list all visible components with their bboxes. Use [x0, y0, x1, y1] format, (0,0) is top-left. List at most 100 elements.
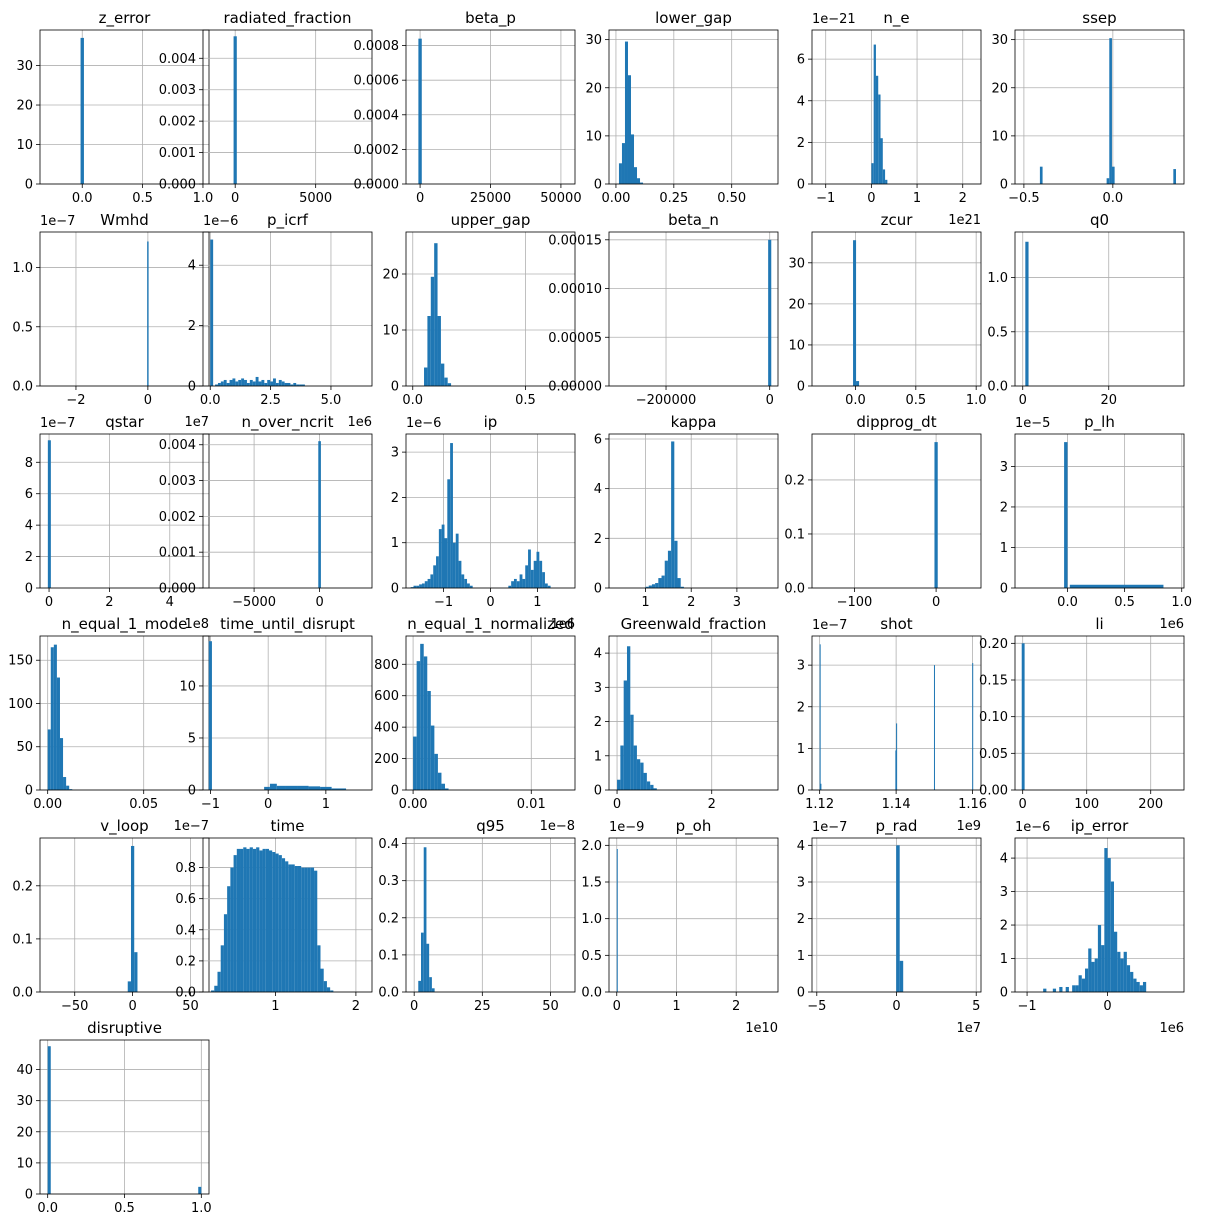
- subplot-zcur: 0.0 0.5 1.0 0 10 20 30 zcur: [788, 211, 986, 408]
- y-tick-label: 1.5: [581, 876, 602, 891]
- histogram-bar: [873, 44, 876, 184]
- y-tick-label: 0.05: [979, 747, 1008, 762]
- subplot-title: beta_n: [668, 211, 719, 230]
- y-tick-label: 0.000: [159, 582, 196, 597]
- y-tick-label: 2: [797, 912, 805, 927]
- x-tick-label: 0: [264, 797, 272, 812]
- histogram-bar: [677, 578, 681, 588]
- histogram-bar: [1091, 961, 1095, 992]
- histogram-bar: [634, 167, 638, 184]
- histogram-bar: [233, 36, 237, 185]
- y-tick-label: 0.0008: [354, 39, 400, 54]
- x-tick-label: −0.5: [1008, 191, 1040, 206]
- histogram-bar: [127, 981, 131, 992]
- x-tick-label: 2.5: [260, 393, 281, 408]
- histogram-bar: [236, 848, 241, 992]
- y-tick-label: 4: [1000, 852, 1008, 867]
- y-tick-label: 0.4: [175, 923, 196, 938]
- histogram-bar: [252, 848, 257, 992]
- histogram-bar: [238, 379, 242, 386]
- axes-frame: [39, 231, 210, 387]
- histogram-bar: [297, 866, 302, 992]
- y-tick-label: 100: [8, 697, 33, 712]
- histogram-bar: [437, 772, 442, 790]
- y-tick-label: 0.0002: [354, 143, 400, 158]
- histogram-bar: [667, 550, 672, 588]
- histogram-bar: [1025, 241, 1029, 386]
- x-tick-label: 0.5: [132, 191, 153, 206]
- histogram-bar: [296, 384, 300, 386]
- y-tick-label: 0: [188, 784, 196, 799]
- subplot-dipprog_dt: −100 0 0.0 0.1 0.2 dipprog_dt: [784, 413, 982, 610]
- subplot-title: n_over_ncrit: [242, 413, 334, 432]
- histogram-bar: [214, 985, 218, 992]
- axes-frame: [405, 231, 576, 387]
- y-tick-label: 5: [188, 731, 196, 746]
- histogram-bar: [304, 867, 308, 992]
- x-offset-label: 1e6: [1159, 617, 1184, 632]
- x-tick-label: 1.0: [966, 393, 987, 408]
- histogram-bar: [1111, 166, 1115, 184]
- histogram-bar: [421, 583, 425, 588]
- y-tick-label: 0: [594, 784, 602, 799]
- y-tick-label: 0.0000: [354, 178, 400, 193]
- x-tick-label: −1: [1017, 999, 1036, 1014]
- axes-frame: [405, 837, 576, 993]
- histogram-bar: [130, 845, 135, 992]
- subplot-p_icrf: 0.0 2.5 5.0 0 2 4 p_icrf 1e−6 1e6: [188, 211, 373, 430]
- histogram-bar: [433, 565, 437, 588]
- histogram-bar: [134, 952, 138, 992]
- histogram-bar: [853, 240, 857, 386]
- x-offset-label: 1e−7: [174, 819, 209, 834]
- histogram-bar: [217, 971, 221, 992]
- y-tick-label: 3: [1000, 885, 1008, 900]
- y-tick-label: 0: [797, 178, 805, 193]
- subplot-ip: −1 0 1 0 1 2 3 ip 1e−6 1e6: [391, 413, 576, 632]
- x-tick-label: 1: [641, 595, 649, 610]
- histogram-bar: [268, 850, 273, 992]
- y-tick-label: 3: [797, 659, 805, 674]
- histogram-bar: [272, 852, 276, 992]
- x-tick-label: 0.00: [399, 797, 428, 812]
- histogram-bar: [413, 585, 417, 588]
- histogram-bar: [211, 990, 215, 992]
- histogram-bar: [530, 569, 534, 588]
- y-tick-label: 0: [25, 582, 33, 597]
- y-tick-label: 0: [797, 380, 805, 395]
- x-tick-label: 0: [128, 999, 136, 1014]
- histogram-bar: [243, 847, 247, 992]
- y-tick-label: 0: [25, 1188, 33, 1203]
- y-tick-label: 4: [797, 839, 805, 854]
- histogram-bar: [264, 382, 268, 386]
- y-tick-label: 0.00: [979, 784, 1008, 799]
- histogram-bar: [1106, 178, 1110, 184]
- axes-frame: [608, 837, 779, 993]
- histogram-bar: [290, 384, 294, 386]
- histogram-bar: [424, 581, 428, 588]
- x-tick-label: 0: [144, 393, 152, 408]
- histogram-bar: [1021, 643, 1025, 790]
- histogram-bar: [255, 376, 259, 386]
- x-tick-label: −2: [66, 393, 85, 408]
- histogram-bar: [285, 861, 289, 992]
- histogram-bar: [287, 382, 291, 386]
- y-tick-label: 400: [374, 721, 399, 736]
- histogram-bar: [640, 182, 644, 184]
- subplot-title: p_icrf: [267, 211, 309, 230]
- histogram-bar: [80, 37, 84, 185]
- histogram-bar: [630, 134, 635, 184]
- histogram-bar: [674, 540, 678, 588]
- x-tick-label: 200: [1138, 797, 1163, 812]
- x-offset-label: 1e6: [1159, 1021, 1184, 1036]
- histogram-bar: [445, 788, 449, 790]
- histogram-bar: [259, 850, 263, 992]
- subplot-title: n_equal_1_mode: [62, 615, 188, 634]
- histogram-bar: [542, 572, 545, 588]
- histogram-bar: [1109, 38, 1112, 185]
- histogram-bar: [416, 585, 420, 588]
- y-tick-label: 20: [382, 268, 399, 283]
- y-tick-label: 0: [1000, 582, 1008, 597]
- histogram-bar: [885, 179, 888, 184]
- y-tick-label: 0.15: [979, 674, 1008, 689]
- y-offset-label: 1e−7: [812, 618, 847, 633]
